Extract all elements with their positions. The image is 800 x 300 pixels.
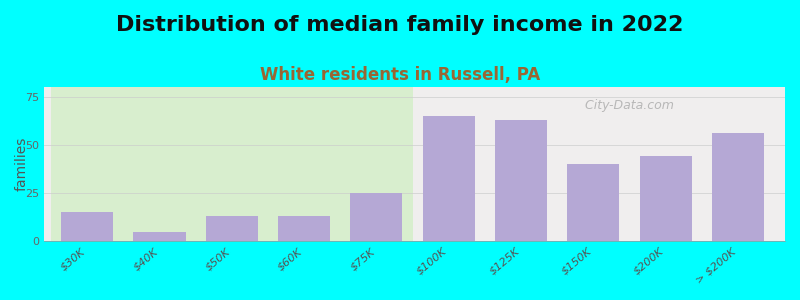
Bar bbox=[138, 87, 145, 241]
Bar bbox=[145, 87, 153, 241]
Bar bbox=[239, 87, 246, 241]
Bar bbox=[422, 116, 474, 241]
Bar bbox=[712, 133, 764, 241]
Bar bbox=[640, 156, 692, 241]
Bar bbox=[406, 87, 414, 241]
Bar bbox=[206, 216, 258, 241]
Bar bbox=[362, 87, 370, 241]
Bar bbox=[355, 87, 362, 241]
Bar bbox=[319, 87, 326, 241]
Bar bbox=[350, 193, 402, 241]
Bar bbox=[58, 87, 66, 241]
Bar bbox=[246, 87, 254, 241]
Bar bbox=[276, 87, 283, 241]
Bar bbox=[278, 216, 330, 241]
Bar bbox=[218, 87, 225, 241]
Bar bbox=[312, 87, 319, 241]
Bar bbox=[167, 87, 174, 241]
Bar bbox=[94, 87, 102, 241]
Bar bbox=[210, 87, 218, 241]
Bar bbox=[153, 87, 160, 241]
Bar bbox=[326, 87, 334, 241]
Bar bbox=[134, 232, 186, 241]
Bar bbox=[567, 164, 619, 241]
Bar bbox=[196, 87, 203, 241]
Bar bbox=[348, 87, 355, 241]
Bar bbox=[399, 87, 406, 241]
Bar bbox=[174, 87, 182, 241]
Bar bbox=[80, 87, 87, 241]
Text: Distribution of median family income in 2022: Distribution of median family income in … bbox=[116, 15, 684, 35]
Bar bbox=[203, 87, 210, 241]
Bar bbox=[225, 87, 232, 241]
Bar bbox=[109, 87, 116, 241]
Bar bbox=[66, 87, 73, 241]
Bar bbox=[189, 87, 196, 241]
Bar bbox=[116, 87, 123, 241]
Bar bbox=[377, 87, 384, 241]
Bar bbox=[232, 87, 239, 241]
Bar bbox=[182, 87, 189, 241]
Y-axis label: families: families bbox=[15, 137, 29, 191]
Text: City-Data.com: City-Data.com bbox=[578, 99, 674, 112]
Bar bbox=[370, 87, 377, 241]
Bar bbox=[305, 87, 312, 241]
Bar bbox=[495, 120, 547, 241]
Bar bbox=[290, 87, 298, 241]
Bar bbox=[283, 87, 290, 241]
Bar bbox=[123, 87, 130, 241]
Bar bbox=[261, 87, 268, 241]
Bar bbox=[341, 87, 348, 241]
Bar bbox=[130, 87, 138, 241]
Bar bbox=[87, 87, 94, 241]
Bar bbox=[298, 87, 305, 241]
Bar bbox=[334, 87, 341, 241]
Bar bbox=[51, 87, 58, 241]
Bar bbox=[384, 87, 391, 241]
Bar bbox=[254, 87, 261, 241]
Text: White residents in Russell, PA: White residents in Russell, PA bbox=[260, 66, 540, 84]
Bar bbox=[61, 212, 113, 241]
Bar bbox=[73, 87, 80, 241]
Bar bbox=[160, 87, 167, 241]
Bar bbox=[102, 87, 109, 241]
Bar bbox=[268, 87, 276, 241]
Bar bbox=[51, 87, 414, 241]
Bar bbox=[391, 87, 399, 241]
